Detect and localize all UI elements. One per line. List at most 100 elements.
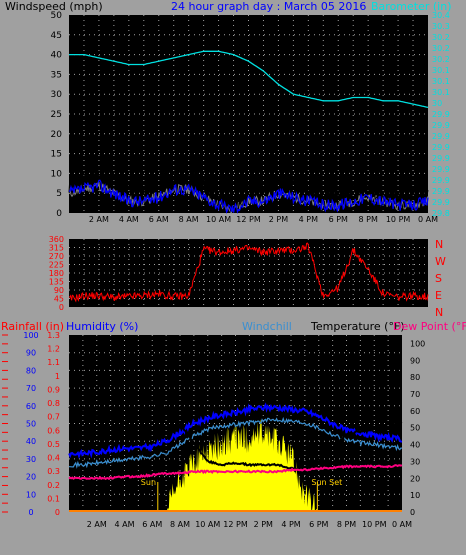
barometer-tick-label: 29.9 (432, 132, 450, 141)
temperature-tick-label: 90 (410, 356, 420, 365)
direction-tick-label: 270 (49, 252, 64, 261)
temperature-tick-label: 70 (410, 390, 420, 399)
time-axis-label-lower: 10 AM (195, 520, 220, 529)
humidity-tick-label: 90 (26, 349, 36, 358)
dewpoint-legend: Dew Point (°F) (393, 320, 466, 333)
direction-tick-label: 135 (49, 278, 64, 287)
time-axis-label-lower: 6 AM (142, 520, 162, 529)
compass-label: N (435, 238, 443, 251)
time-axis-label: 8 AM (179, 215, 199, 224)
time-axis-label-lower: 6 PM (309, 520, 328, 529)
temperature-tick-label: 20 (410, 474, 420, 483)
sunrise-label: Sun (141, 478, 156, 487)
time-axis-label: 4 AM (119, 215, 139, 224)
compass-label: E (435, 289, 442, 302)
windspeed-axis-label: Windspeed (mph) (5, 0, 103, 13)
windspeed-tick-label: 25 (51, 110, 62, 120)
barometer-tick-label: 29.9 (432, 165, 450, 174)
barometer-line (69, 50, 429, 109)
temperature-tick-label: 30 (410, 457, 420, 466)
windspeed-line (68, 179, 429, 214)
graph-title: 24 hour graph day : March 05 2016 (171, 0, 366, 13)
humidity-tick-label: 80 (26, 366, 36, 375)
time-axis-label-lower: 8 PM (337, 520, 356, 529)
sunset-label: Sun Set (311, 478, 342, 487)
rainfall-tick-label: 1 (55, 372, 60, 381)
time-axis-label: 4 PM (299, 215, 318, 224)
humidity-line (68, 402, 403, 459)
wind-direction-line (68, 242, 429, 303)
temperature-tick-label: 50 (410, 424, 420, 433)
humidity-tick-label: 70 (26, 384, 36, 393)
windspeed-tick-label: 15 (51, 150, 62, 160)
humidity-tick-label: 50 (26, 420, 36, 429)
solar-fill-area (157, 419, 318, 512)
temperature-tick-label: 60 (410, 407, 420, 416)
compass-label: S (435, 272, 442, 285)
barometer-tick-label: 30.2 (432, 44, 450, 53)
time-axis-label: 2 PM (269, 215, 288, 224)
windchill-legend: Windchill (242, 320, 292, 333)
rainfall-tick-label: 0.4 (47, 454, 60, 463)
rainfall-tick-label: 0.5 (47, 440, 60, 449)
humidity-tick-label: 10 (26, 490, 36, 499)
time-axis-label: 2 AM (89, 215, 109, 224)
rainfall-tick-label: 1.1 (47, 358, 60, 367)
barometer-tick-label: 30 (432, 99, 442, 108)
temperature-tick-label: 0 (410, 508, 415, 517)
barometer-tick-label: 29.9 (432, 121, 450, 130)
direction-tick-label: 225 (49, 261, 64, 270)
barometer-tick-label: 30.3 (432, 22, 450, 31)
time-axis-label-lower: 2 PM (254, 520, 273, 529)
time-axis-label: 0 AM (418, 215, 438, 224)
direction-tick-label: 360 (49, 235, 64, 244)
rainfall-tick-label: 0.1 (47, 494, 60, 503)
rainfall-tick-label: 0 (55, 508, 60, 517)
direction-tick-label: 315 (49, 244, 64, 253)
time-axis-label: 12 PM (236, 215, 261, 224)
temperature-tick-label: 100 (410, 339, 425, 348)
temperature-legend: Temperature (°F) (310, 320, 405, 333)
rainfall-tick-label: 0.3 (47, 467, 60, 476)
temperature-tick-label: 10 (410, 491, 420, 500)
plot-area-direction (69, 239, 428, 307)
barometer-tick-label: 30.2 (432, 33, 450, 42)
time-axis-label-lower: 2 AM (87, 520, 107, 529)
time-axis-label: 10 AM (206, 215, 231, 224)
time-axis-label: 8 PM (358, 215, 377, 224)
time-axis-label: 6 PM (329, 215, 348, 224)
windspeed-tick-label: 40 (51, 51, 63, 61)
time-axis-label-lower: 4 PM (281, 520, 300, 529)
time-axis-label: 10 PM (386, 215, 411, 224)
rainfall-tick-label: 0.9 (47, 385, 60, 394)
time-axis-label-lower: 10 PM (362, 520, 387, 529)
humidity-tick-label: 0 (28, 508, 33, 517)
temperature-tick-label: 80 (410, 373, 420, 382)
humidity-legend: Humidity (%) (66, 320, 138, 333)
compass-label: W (435, 255, 446, 268)
windspeed-tick-label: 20 (51, 130, 63, 140)
windspeed-tick-label: 50 (51, 11, 63, 21)
rainfall-tick-label: 1.2 (47, 345, 60, 354)
time-axis-label-lower: 4 AM (114, 520, 134, 529)
direction-tick-label: 180 (49, 269, 64, 278)
direction-tick-label: 45 (54, 295, 64, 304)
barometer-tick-label: 30.1 (432, 88, 450, 97)
barometer-tick-label: 29.9 (432, 176, 450, 185)
barometer-tick-label: 29.8 (432, 209, 450, 218)
rainfall-tick-label: 0.7 (47, 413, 60, 422)
windspeed-tick-label: 10 (51, 169, 63, 179)
windchill-line (69, 416, 403, 469)
rainfall-legend: Rainfall (in) (1, 320, 64, 333)
time-axis-label-lower: 0 AM (392, 520, 412, 529)
windspeed-tick-label: 0 (56, 209, 62, 219)
direction-tick-label: 0 (59, 303, 64, 312)
barometer-tick-label: 30.1 (432, 66, 450, 75)
time-axis-label: 6 AM (149, 215, 169, 224)
humidity-tick-label: 30 (26, 455, 36, 464)
windspeed-tick-label: 35 (51, 70, 62, 80)
barometer-tick-label: 29.9 (432, 198, 450, 207)
barometer-tick-label: 30.2 (432, 55, 450, 64)
